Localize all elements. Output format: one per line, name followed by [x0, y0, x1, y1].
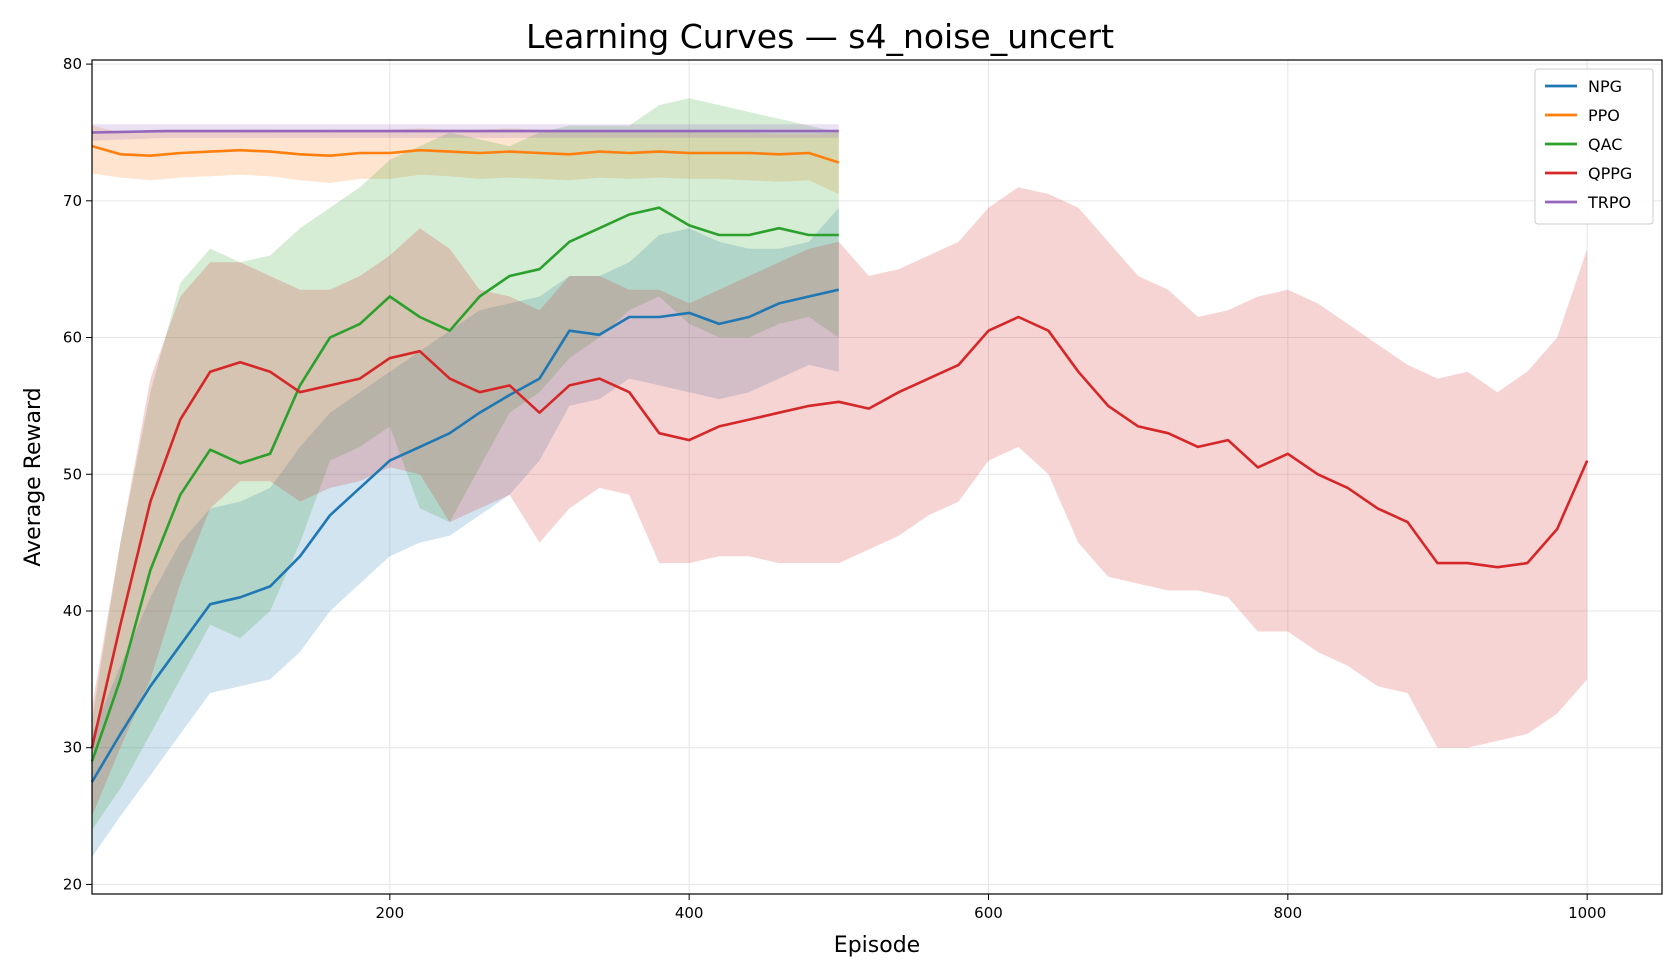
x-tick-label: 200	[376, 904, 405, 922]
x-tick-label: 800	[1274, 904, 1303, 922]
band-trpo	[92, 124, 839, 141]
line-qppg	[90, 315, 1589, 748]
legend-box	[1534, 68, 1654, 225]
band-qac	[92, 98, 839, 830]
y-tick-label: 60	[63, 329, 82, 347]
legend-label-qppg: QPPG	[1588, 164, 1632, 183]
x-axis-label: Episode	[834, 933, 920, 958]
y-tick-label: 80	[63, 55, 82, 73]
y-tick-label: 70	[63, 192, 82, 210]
y-tick-label: 50	[63, 465, 82, 483]
line-npg	[90, 288, 840, 783]
y-tick-label: 40	[63, 602, 82, 620]
chart-title: Learning Curves — s4_noise_uncert	[526, 17, 1114, 56]
line-qac	[90, 206, 839, 762]
grid-lines	[92, 60, 1662, 894]
band-ppo	[92, 125, 839, 194]
x-tick-label: 1000	[1568, 904, 1606, 922]
y-tick-label: 30	[63, 739, 82, 757]
legend-label-qac: QAC	[1588, 135, 1622, 154]
y-axis-ticks: 20 30 40 50 60 70 80	[63, 55, 92, 893]
y-tick-label: 20	[63, 875, 82, 893]
x-tick-label: 600	[974, 904, 1003, 922]
y-axis-label: Average Reward	[21, 387, 46, 566]
legend: NPG PPO QAC QPPG TRPO	[1534, 68, 1654, 225]
legend-label-ppo: PPO	[1588, 106, 1620, 125]
line-ppo	[91, 144, 840, 164]
plot-frame	[91, 59, 1663, 895]
x-axis-ticks: 200 400 600 800 1000	[376, 894, 1606, 922]
legend-label-trpo: TRPO	[1587, 193, 1631, 212]
x-tick-label: 400	[675, 904, 704, 922]
band-npg	[92, 207, 839, 858]
line-trpo	[91, 129, 839, 134]
legend-label-npg: NPG	[1588, 77, 1622, 96]
bands	[92, 98, 1588, 858]
series-lines	[90, 129, 1589, 783]
band-qppg	[92, 187, 1588, 817]
